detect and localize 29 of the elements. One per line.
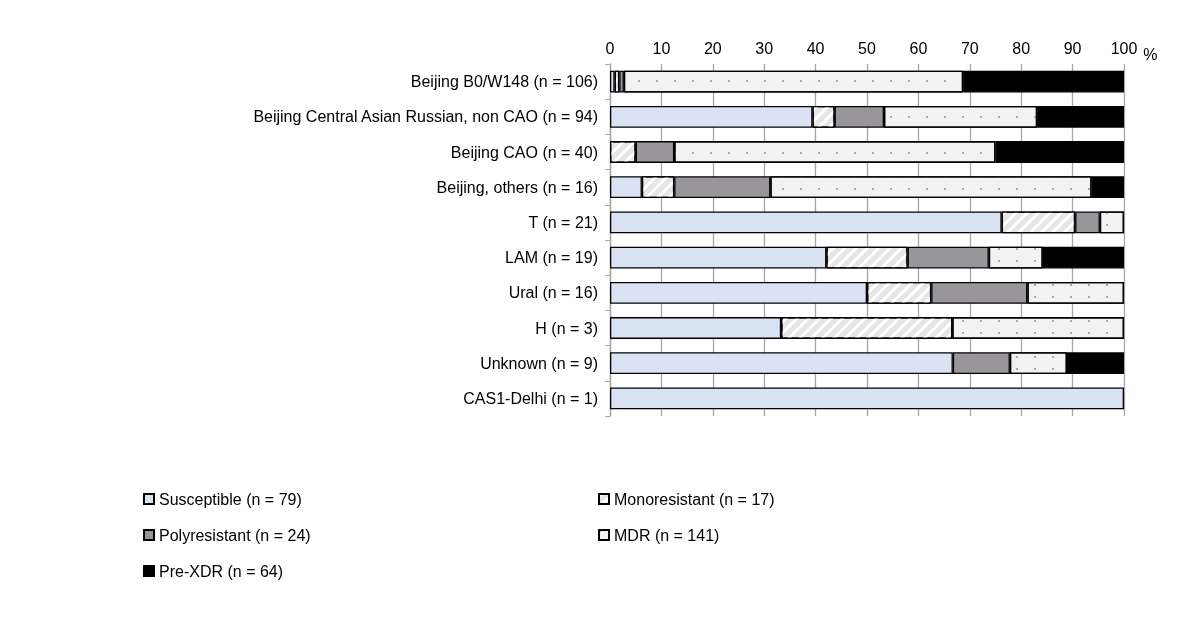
- legend-label: Susceptible (n = 79): [159, 490, 302, 508]
- legend-label: Monoresistant (n = 17): [614, 490, 775, 508]
- x-tick-label: 20: [703, 39, 722, 57]
- y-tick-label: Beijing, others (n = 16): [436, 178, 598, 196]
- x-tick-label: 90: [1063, 39, 1082, 57]
- bar: [610, 387, 1124, 410]
- y-tick-label: Beijing Central Asian Russian, non CAO (n = 94): [253, 108, 598, 126]
- y-tick-label: T (n = 21): [528, 213, 598, 231]
- y-tick-label: Beijing B0/W148 (n = 106): [410, 73, 598, 91]
- x-tick-label: 100: [1110, 39, 1138, 57]
- x-axis-title: %: [1143, 45, 1158, 63]
- x-tick-label: 80: [1012, 39, 1031, 57]
- y-tick-label: H (n = 3): [535, 319, 598, 337]
- bar: [610, 70, 615, 93]
- x-tick-label: 10: [652, 39, 671, 57]
- x-tick-label: 30: [755, 39, 774, 57]
- x-tick-label: 50: [858, 39, 876, 57]
- x-tick-label: 0: [605, 39, 615, 57]
- legend-label: Polyresistant (n = 24): [159, 526, 311, 544]
- y-tick-label: Beijing CAO (n = 40): [450, 143, 598, 161]
- y-tick-label: LAM (n = 19): [505, 249, 598, 267]
- x-tick-label: 60: [909, 39, 928, 57]
- x-tick-label: 70: [960, 39, 979, 57]
- y-tick-label: Ural (n = 16): [508, 284, 598, 302]
- y-tick-label: Unknown (n = 9): [480, 354, 598, 372]
- legend-label: MDR (n = 141): [614, 526, 720, 544]
- y-tick-label: CAS1-Delhi (n = 1): [463, 389, 598, 407]
- legend-label: Pre-XDR (n = 64): [159, 562, 284, 580]
- x-tick-label: 40: [806, 39, 825, 57]
